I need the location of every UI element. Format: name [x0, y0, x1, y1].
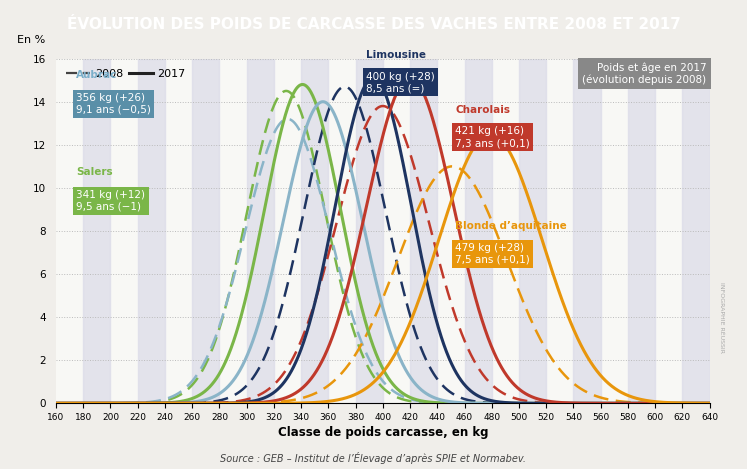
- Bar: [410, 59, 437, 403]
- Bar: [574, 59, 601, 403]
- Bar: [192, 59, 220, 403]
- Text: 400 kg (+28)
8,5 ans (=): 400 kg (+28) 8,5 ans (=): [367, 72, 436, 93]
- Bar: [465, 59, 492, 403]
- Text: 421 kg (+16)
7,3 ans (+0,1): 421 kg (+16) 7,3 ans (+0,1): [455, 127, 530, 148]
- Text: Limousine: Limousine: [367, 50, 427, 60]
- Text: INFOGRAPHIE RÉUSSIR: INFOGRAPHIE RÉUSSIR: [719, 282, 725, 353]
- Text: Source : GEB – Institut de l’Élevage d’après SPIE et Normabev.: Source : GEB – Institut de l’Élevage d’a…: [220, 452, 527, 464]
- Text: Blonde d’aquitaine: Blonde d’aquitaine: [455, 221, 567, 231]
- Text: Charolais: Charolais: [455, 105, 510, 114]
- Text: 356 kg (+26)
9,1 ans (−0,5): 356 kg (+26) 9,1 ans (−0,5): [76, 93, 152, 115]
- Bar: [683, 59, 710, 403]
- Text: Poids et âge en 2017
(évolution depuis 2008): Poids et âge en 2017 (évolution depuis 2…: [582, 62, 707, 85]
- Text: ÉVOLUTION DES POIDS DE CARCASSE DES VACHES ENTRE 2008 ET 2017: ÉVOLUTION DES POIDS DE CARCASSE DES VACH…: [66, 17, 681, 32]
- Bar: [137, 59, 165, 403]
- Bar: [356, 59, 382, 403]
- Bar: [247, 59, 274, 403]
- Bar: [301, 59, 329, 403]
- X-axis label: Classe de poids carcasse, en kg: Classe de poids carcasse, en kg: [278, 426, 488, 439]
- Bar: [83, 59, 111, 403]
- Bar: [628, 59, 655, 403]
- Legend: 2008, 2017: 2008, 2017: [61, 64, 190, 83]
- Text: Salers: Salers: [76, 167, 113, 177]
- Text: En %: En %: [16, 35, 45, 45]
- Text: 479 kg (+28)
7,5 ans (+0,1): 479 kg (+28) 7,5 ans (+0,1): [455, 243, 530, 265]
- Text: 341 kg (+12)
9,5 ans (−1): 341 kg (+12) 9,5 ans (−1): [76, 190, 146, 212]
- Bar: [519, 59, 546, 403]
- Text: Aubrac: Aubrac: [76, 70, 118, 80]
